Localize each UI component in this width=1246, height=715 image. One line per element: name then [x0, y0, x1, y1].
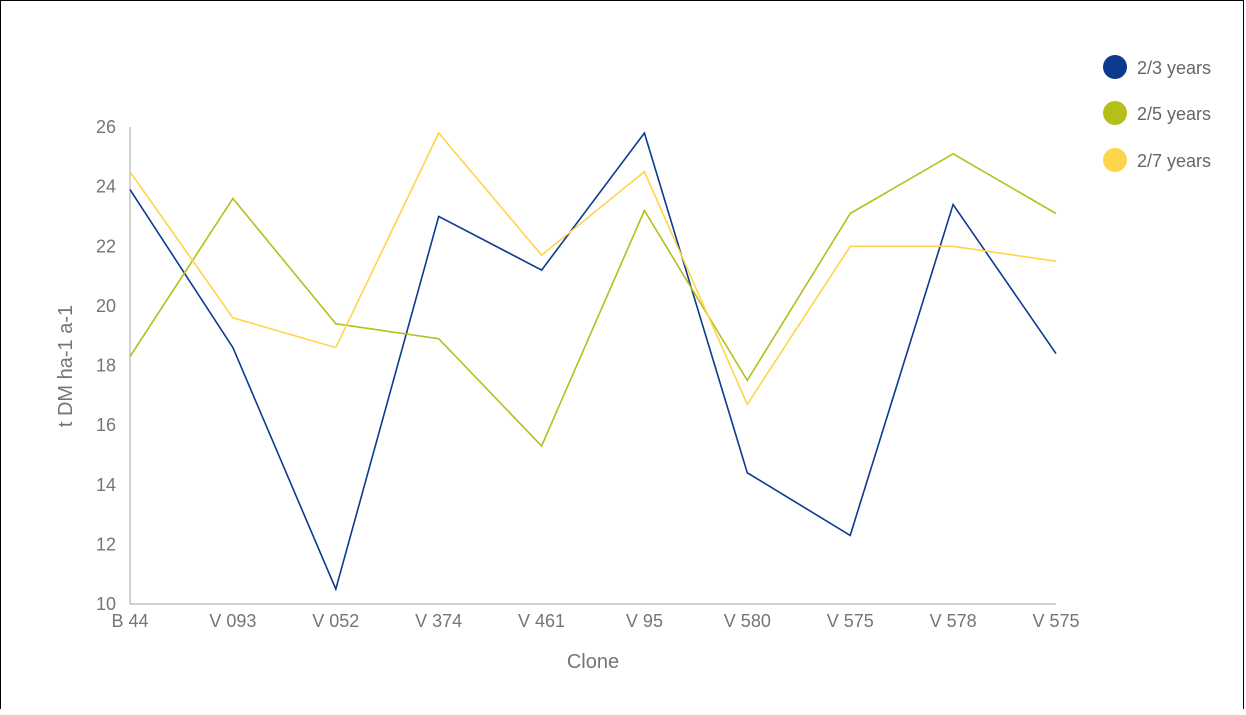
x-tick-label: B 44 — [111, 611, 148, 631]
legend-label-2-3-years: 2/3 years — [1137, 58, 1211, 78]
y-tick-label: 26 — [96, 117, 116, 137]
series-line-2-3-years — [129, 131, 1057, 592]
x-tick-label: V 093 — [209, 611, 256, 631]
y-tick-label: 22 — [96, 236, 116, 256]
x-tick-label: V 052 — [312, 611, 359, 631]
y-tick-label: 24 — [96, 177, 116, 197]
legend-swatch-2-5-years — [1103, 101, 1127, 125]
y-tick-label: 12 — [96, 534, 116, 554]
y-axis-title: t DM ha-1 a-1 — [55, 305, 77, 427]
legend-label-2-7-years: 2/7 years — [1137, 151, 1211, 171]
series-lines — [129, 131, 1057, 592]
legend-item-2-5-years: 2/5 years — [1103, 101, 1211, 125]
x-tick-label: V 374 — [415, 611, 462, 631]
y-tick-label: 10 — [96, 594, 116, 614]
x-axis-title: Clone — [567, 651, 619, 673]
y-tick-label: 20 — [96, 296, 116, 316]
legend-swatch-2-7-years — [1103, 148, 1127, 172]
x-tick-labels: B 44 V 093 V 052 V 374 V 461 V 95 V 580 V 575 V … — [111, 611, 1079, 631]
legend-item-2-3-years: 2/3 years — [1103, 55, 1211, 79]
legend-item-2-7-years: 2/7 years — [1103, 148, 1211, 172]
series-line-2-5-years — [129, 152, 1057, 448]
x-tick-label: V 95 — [626, 611, 663, 631]
x-tick-label: V 575 — [1032, 611, 1079, 631]
x-tick-label: V 580 — [724, 611, 771, 631]
y-tick-labels: 10 12 14 16 18 20 22 24 26 — [96, 117, 116, 614]
y-tick-label: 18 — [96, 356, 116, 376]
x-tick-label: V 578 — [930, 611, 977, 631]
axes — [129, 127, 1056, 605]
legend-swatch-2-3-years — [1103, 55, 1127, 79]
x-tick-label: V 461 — [518, 611, 565, 631]
series-line-2-7-years — [129, 131, 1057, 406]
legend: 2/3 years 2/5 years 2/7 years — [1103, 55, 1211, 172]
legend-label-2-5-years: 2/5 years — [1137, 104, 1211, 124]
x-tick-label: V 575 — [827, 611, 874, 631]
y-tick-label: 16 — [96, 415, 116, 435]
y-tick-label: 14 — [96, 475, 116, 495]
